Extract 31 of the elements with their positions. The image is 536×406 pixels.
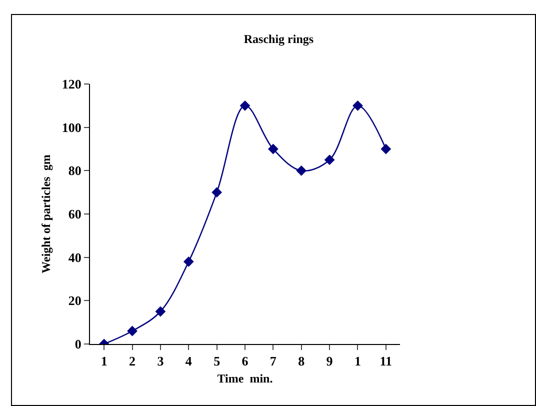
x-tick-label: 1 — [100, 354, 108, 369]
x-tick-label: 6 — [242, 354, 249, 369]
y-tick-label: 20 — [68, 293, 82, 308]
y-tick-label: 0 — [74, 336, 82, 352]
point — [324, 154, 335, 166]
point — [296, 165, 307, 176]
point — [183, 256, 194, 267]
y-tick-label: 80 — [68, 163, 82, 178]
point — [380, 144, 392, 154]
x-tick-label: 5 — [214, 354, 221, 369]
x-tick-label: 7 — [270, 354, 277, 369]
x-axis-title: Time min. — [217, 372, 273, 386]
chart-title: Raschig rings — [244, 32, 314, 46]
y-axis-title: Weight of particles gm — [39, 154, 54, 274]
x-tick-label: 9 — [326, 354, 334, 369]
y-tick-label: 120 — [62, 76, 82, 92]
point — [212, 187, 222, 198]
point — [240, 100, 250, 111]
x-tick-label: 2 — [129, 354, 136, 369]
x-tick-label: 3 — [157, 354, 164, 369]
x-tick-label: 4 — [185, 354, 192, 369]
y-tick-label: 100 — [62, 120, 82, 135]
point — [155, 306, 166, 317]
point — [268, 144, 278, 154]
x-tick-label: 8 — [298, 354, 306, 369]
x-tick-label: 1 — [354, 354, 361, 369]
y-tick-label: 40 — [68, 250, 82, 265]
point — [352, 100, 363, 111]
point — [127, 326, 138, 336]
y-tick-label: 60 — [68, 206, 82, 222]
x-tick-label: 11 — [380, 354, 392, 369]
